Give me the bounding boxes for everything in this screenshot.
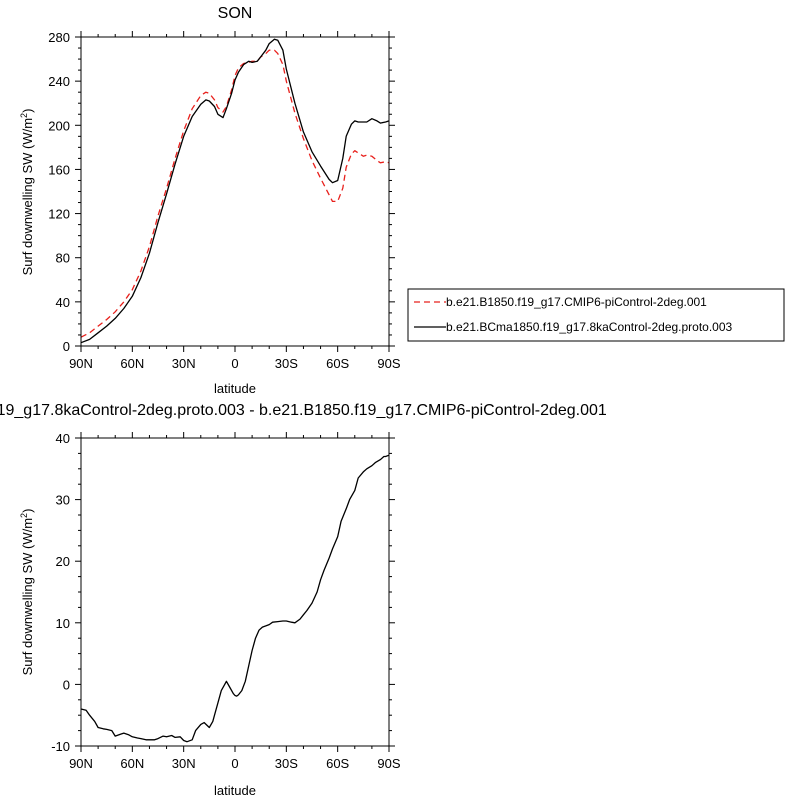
x-tick-label: 60N <box>120 356 144 371</box>
legend-box <box>407 288 785 342</box>
top-chart-title: SON <box>218 5 253 22</box>
x-tick-label: 60N <box>120 756 144 771</box>
bottom-chart-lines <box>80 454 390 743</box>
series-line-0 <box>80 454 390 743</box>
bottom-chart-frame <box>80 437 390 747</box>
bottom-chart-panel: b.e21.BCma1850.f19_g17.8kaControl-2deg.p… <box>0 402 607 798</box>
x-tick-label: 90N <box>69 356 93 371</box>
legend-label-series-0: b.e21.B1850.f19_g17.CMIP6-piControl-2deg… <box>446 295 707 309</box>
y-tick-label: 40 <box>56 295 70 310</box>
series-line-0 <box>80 49 390 338</box>
y-tick-label: 160 <box>48 162 70 177</box>
x-tick-label: 30S <box>275 756 298 771</box>
x-tick-label: 60S <box>326 756 349 771</box>
y-tick-label: 80 <box>56 251 70 266</box>
x-tick-label: 30N <box>172 756 196 771</box>
y-tick-label: 200 <box>48 118 70 133</box>
legend-label-series-1: b.e21.BCma1850.f19_g17.8kaControl-2deg.p… <box>446 320 733 334</box>
top-chart-legend: b.e21.B1850.f19_g17.CMIP6-piControl-2deg… <box>407 288 785 342</box>
top-chart-ylabel: Surf downwelling SW (W/m2) <box>19 109 35 276</box>
y-tick-label: 0 <box>63 339 70 354</box>
x-tick-label: 60S <box>326 356 349 371</box>
x-tick-label: 0 <box>231 756 238 771</box>
top-chart-lines <box>80 38 390 344</box>
bottom-chart-ylabel: Surf downwelling SW (W/m2) <box>19 509 35 676</box>
y-tick-label: 10 <box>56 616 70 631</box>
x-tick-label: 30S <box>275 356 298 371</box>
y-tick-label: 40 <box>56 431 70 446</box>
y-tick-label: 280 <box>48 30 70 45</box>
top-chart-frame <box>80 36 390 347</box>
y-tick-label: 20 <box>56 554 70 569</box>
y-tick-label: 120 <box>48 207 70 222</box>
bottom-chart-ticks: 90N 60N 30N 0 30S 60S 90S -10 0 10 20 30 40 <box>51 431 401 771</box>
y-tick-label: 0 <box>63 677 70 692</box>
y-tick-label: -10 <box>51 739 70 754</box>
x-tick-label: 30N <box>172 356 196 371</box>
bottom-chart-xlabel: latitude <box>214 783 256 798</box>
series-line-1 <box>80 38 390 344</box>
top-chart-ticks: 90N 60N 30N 0 30S 60S 90S 0 40 80 120 160 200 240 280 <box>48 30 401 371</box>
x-tick-label: 90S <box>377 756 400 771</box>
y-tick-label: 30 <box>56 493 70 508</box>
bottom-chart-title: b.e21.BCma1850.f19_g17.8kaControl-2deg.p… <box>0 402 607 419</box>
top-chart-xlabel: latitude <box>214 381 256 396</box>
x-tick-label: 0 <box>231 356 238 371</box>
x-tick-label: 90S <box>377 356 400 371</box>
x-tick-label: 90N <box>69 756 93 771</box>
y-tick-label: 240 <box>48 74 70 89</box>
top-chart-panel: SON Surf downwelling SW (W/m2) latitude … <box>19 5 401 396</box>
